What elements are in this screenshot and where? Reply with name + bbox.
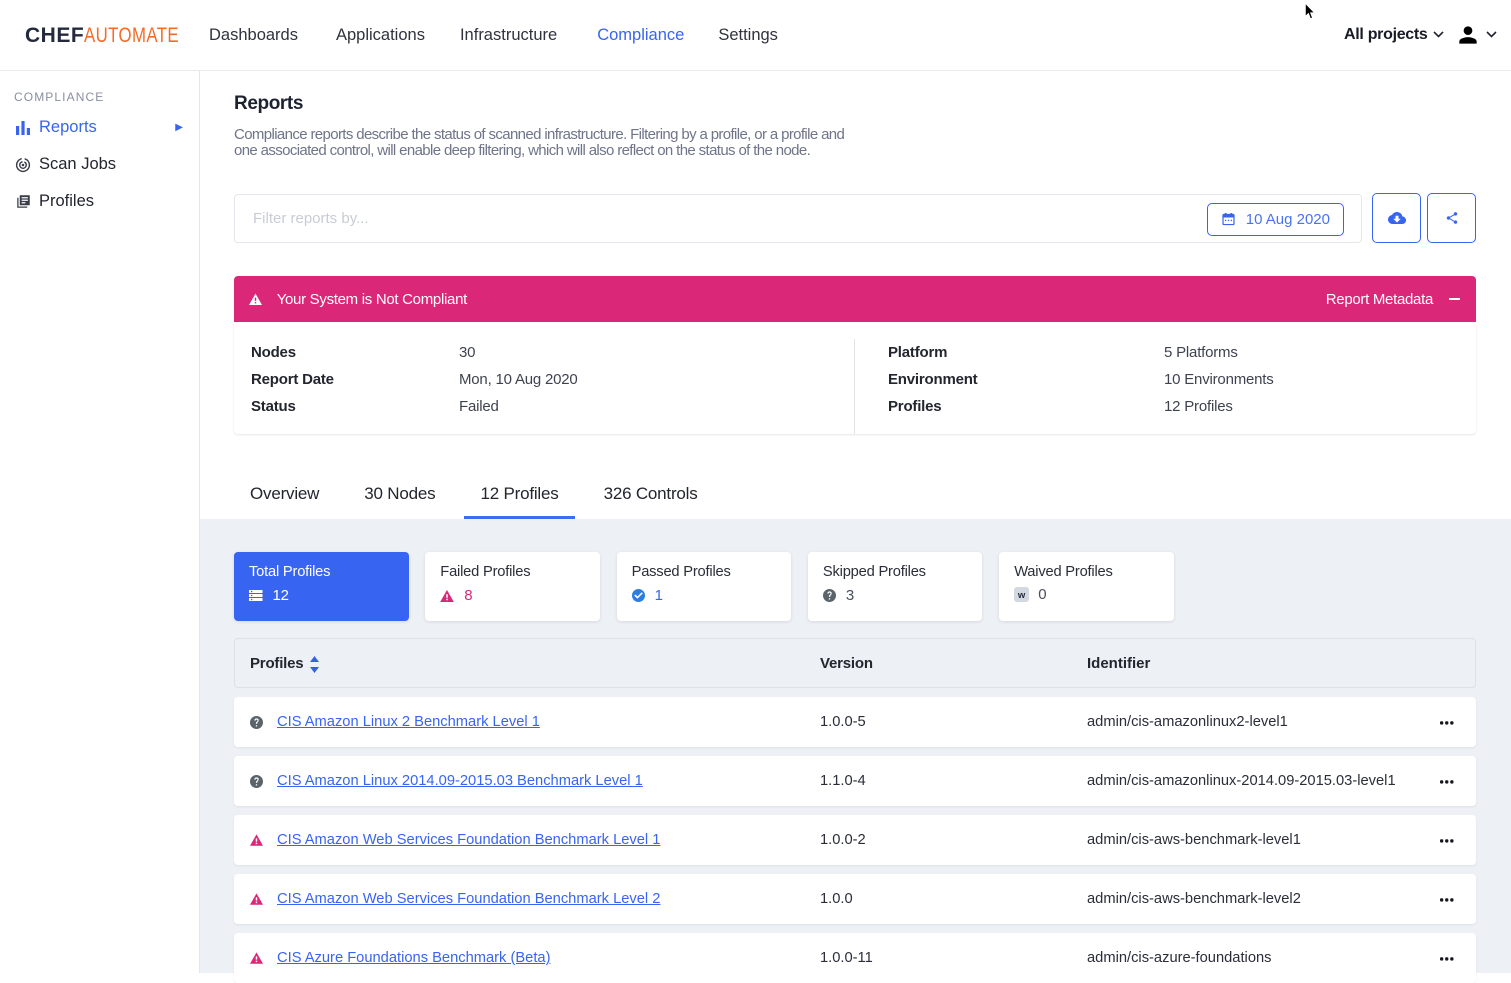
svg-text:w: w: [1017, 590, 1026, 601]
